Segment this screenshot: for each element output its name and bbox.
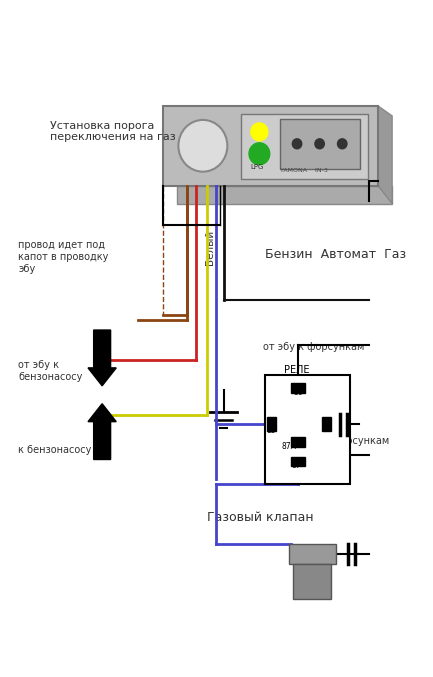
Text: провод идет под
капот в проводку
эбу: провод идет под капот в проводку эбу	[18, 240, 109, 274]
FancyArrow shape	[88, 330, 116, 386]
Bar	[288, 544, 336, 564]
Text: к бензонасосу: к бензонасосу	[18, 445, 92, 454]
Bar	[291, 383, 304, 393]
Bar	[280, 119, 360, 169]
Text: к форсункам: к форсункам	[323, 435, 390, 445]
Bar	[293, 564, 331, 599]
Circle shape	[292, 139, 302, 149]
Polygon shape	[378, 106, 392, 204]
Circle shape	[249, 143, 270, 165]
Circle shape	[337, 139, 347, 149]
Text: Бензин  Автомат  Газ: Бензин Автомат Газ	[265, 248, 406, 261]
Bar	[291, 437, 304, 447]
Text: Установка порога
переключения на газ: Установка порога переключения на газ	[50, 121, 176, 142]
Polygon shape	[178, 185, 392, 204]
Text: LPG: LPG	[250, 164, 263, 170]
FancyArrow shape	[88, 403, 116, 460]
Text: РЕЛЕ: РЕЛЕ	[284, 365, 309, 375]
Text: 87A: 87A	[282, 441, 297, 451]
Bar	[321, 416, 331, 431]
Circle shape	[251, 123, 268, 141]
Text: Белый: Белый	[205, 230, 215, 265]
Text: +: +	[298, 385, 309, 398]
Text: от эбу к форсункам: от эбу к форсункам	[263, 342, 365, 352]
Circle shape	[178, 120, 227, 172]
Text: 30: 30	[293, 388, 303, 397]
Text: от эбу к
бензонасосу: от эбу к бензонасосу	[18, 360, 83, 382]
Circle shape	[315, 139, 324, 149]
Text: Газовый клапан: Газовый клапан	[207, 511, 313, 524]
Text: 85: 85	[267, 426, 277, 435]
Bar	[267, 416, 276, 431]
Bar	[240, 114, 368, 179]
Text: 87: 87	[291, 462, 301, 471]
Bar	[291, 456, 304, 466]
Bar	[265, 375, 350, 485]
Text: YAMONA    IN-3: YAMONA IN-3	[280, 168, 328, 173]
Bar	[163, 106, 378, 185]
